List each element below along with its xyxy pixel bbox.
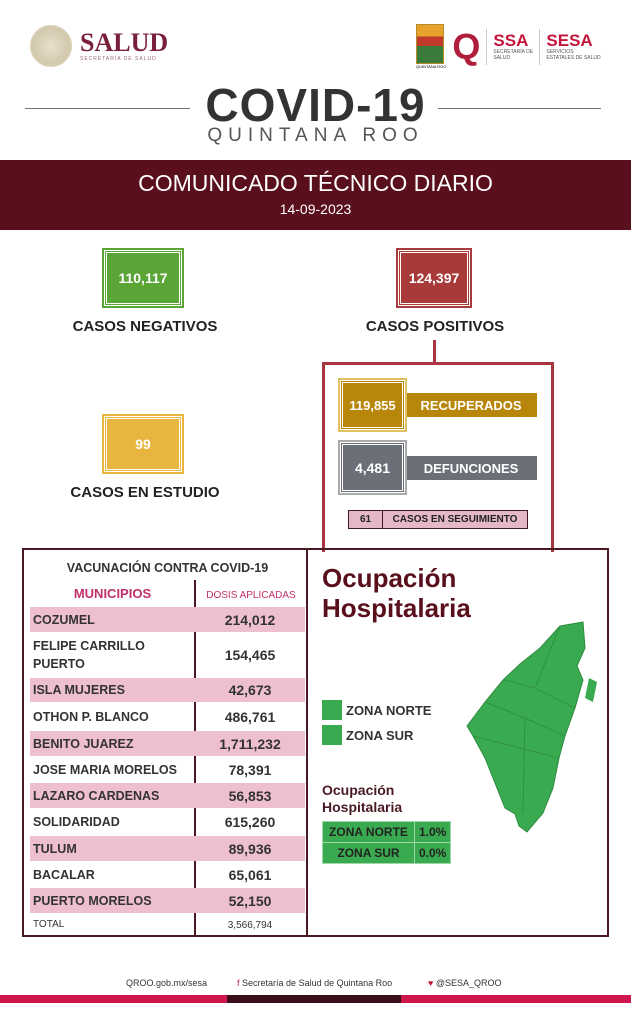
table-row: TULUM 89,936 [30,836,305,861]
partner-logos: QUINTANA ROO Q SSA SECRETARÍA DE SALUD SE… [416,24,601,69]
report-date: 14-09-2023 [279,201,352,217]
municipio-name: SOLIDARIDAD [33,814,120,829]
table-row: JOSE MARIA MORELOS 78,391 [30,757,305,782]
q-logo-icon: Q [452,25,481,67]
negativos-value: 110,117 [102,248,184,308]
sesa-logo: SESA [546,31,593,50]
positivos-breakdown [322,362,554,552]
dosis-value: 56,853 [228,787,272,804]
qroo-caption: QUINTANA ROO [416,64,447,69]
region-title: QUINTANA ROO [207,125,424,146]
dosis-value: 214,012 [224,611,276,628]
municipio-name: COZUMEL [33,612,95,627]
municipio-name: BENITO JUAREZ [33,736,134,751]
ssa-subtitle: SECRETARÍA DE SALUD [493,49,534,61]
municipio-name: BACALAR [33,867,95,882]
mexico-seal-icon [30,25,72,67]
divider [306,548,308,937]
table-row: OTHON P. BLANCO 486,761 [30,704,305,729]
total-value: 3,566,794 [227,919,273,931]
dosis-value: 65,061 [228,866,272,883]
dosis-value: 89,936 [228,840,272,857]
table-row: PUERTO MORELOS 52,150 [30,888,305,913]
municipio-name: PUERTO MORELOS [33,893,152,908]
connector-line [433,340,436,363]
legend-swatch-norte [322,700,342,720]
col-municipios: MUNICIPIOS [73,586,152,601]
sesa-subtitle: SERVICIOS ESTATALES DE SALUD [546,49,601,61]
zona-name: ZONA NORTE [322,821,415,843]
dosis-value: 1,711,232 [219,735,281,752]
zona-pct: 1.0% [413,821,452,843]
banner: COMUNICADO TÉCNICO DIARIO 14-09-2023 [0,160,631,230]
occupancy-table: ZONA NORTE 1.0% ZONA SUR 0.0% [322,821,452,864]
municipio-name: JOSE MARIA MORELOS [33,762,177,777]
quintana-roo-shield-icon [416,24,444,64]
col-dosis: DOSIS APLICADAS [206,590,296,601]
divider [25,108,190,109]
salud-logo: SALUD SECRETARÍA DE SALUD [30,25,168,67]
dosis-value: 42,673 [228,682,272,698]
footer-facebook-link[interactable]: Secretaría de Salud de Quintana Roo [242,978,393,988]
legend-swatch-sur [322,725,342,745]
positivos-value: 124,397 [396,248,472,308]
footer-twitter-link[interactable]: @SESA_QROO [435,978,502,988]
recuperados-value: 119,855 [338,378,407,432]
dosis-value: 615,260 [224,813,276,830]
estudio-label: CASOS EN ESTUDIO [70,484,220,501]
legend-sur: ZONA SUR [346,728,414,743]
seguimiento-value: 61 [349,511,383,528]
defunciones-value: 4,481 [338,440,407,495]
municipio-name: ISLA MUJERES [33,683,125,697]
dosis-value: 154,465 [224,647,276,663]
twitter-icon: ♥ [428,978,434,988]
legend-norte: ZONA NORTE [346,703,432,718]
table-row: BENITO JUAREZ 1,711,232 [30,731,305,756]
defunciones-label: DEFUNCIONES [405,456,537,480]
zona-pct: 0.0% [413,842,452,864]
total-row: TOTAL 3,566,794 [30,914,305,936]
total-label: TOTAL [33,919,65,930]
estudio-value: 99 [102,414,184,474]
footer-bar-accent [227,995,401,1003]
covid-title: COVID-19 [205,79,426,131]
facebook-icon: f [237,978,240,988]
banner-title: COMUNICADO TÉCNICO DIARIO [138,170,493,196]
footer-web-link[interactable]: QROO.gob.mx/sesa [126,978,208,988]
ssa-logo: SSA [493,31,529,50]
dosis-value: 52,150 [228,892,272,909]
positivos-label: CASOS POSITIVOS [365,318,505,335]
occupancy-row: ZONA NORTE 1.0% [322,821,452,843]
table-row: LAZARO CARDENAS 56,853 [30,783,305,808]
table-row: BACALAR 65,061 [30,862,305,887]
salud-title: SALUD [80,28,169,57]
vaccination-title: VACUNACIÓN CONTRA COVID-19 [66,561,269,575]
seguimiento-label: CASOS EN SEGUIMIENTO [392,514,518,525]
table-row: SOLIDARIDAD 615,260 [30,809,305,834]
negativos-label: CASOS NEGATIVOS [72,318,218,335]
divider [438,108,601,109]
municipio-name: TULUM [33,841,77,856]
table-row: FELIPE CARRILLO PUERTO 154,465 [30,634,305,676]
salud-subtitle: SECRETARÍA DE SALUD [80,56,157,62]
zona-name: ZONA SUR [322,842,415,864]
dosis-value: 78,391 [228,761,272,778]
quintana-roo-map [466,621,597,833]
table-row: COZUMEL 214,012 [30,607,305,632]
municipio-name: OTHON P. BLANCO [33,709,149,724]
seguimiento-box: 61 CASOS EN SEGUIMIENTO [348,510,528,529]
municipio-name: FELIPE CARRILLO PUERTO [33,639,145,671]
hospital-subtitle: Ocupación Hospitalaria [322,782,403,815]
divider [194,580,196,937]
vaccination-panel [22,548,609,937]
hospital-title: Ocupación Hospitalaria [322,563,471,623]
dosis-value: 486,761 [224,708,276,725]
municipio-name: LAZARO CARDENAS [33,788,160,803]
recuperados-label: RECUPERADOS [405,393,537,417]
occupancy-row: ZONA SUR 0.0% [322,842,452,864]
table-row: ISLA MUJERES 42,673 [30,678,305,702]
